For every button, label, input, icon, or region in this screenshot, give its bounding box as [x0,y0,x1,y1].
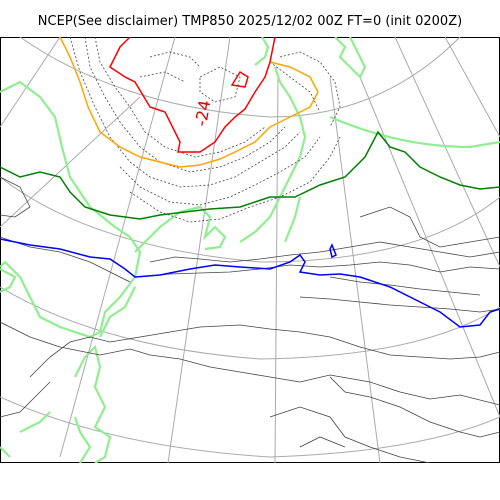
longitude-line [59,37,176,458]
longitude-line [274,76,279,463]
isotherm-minus6 [0,130,500,220]
latitude-line [0,286,500,360]
graticule [0,37,500,463]
longitude-line [394,37,500,268]
longitude-line [0,37,61,128]
longitude-line [444,37,500,138]
weather-map: -24 [0,37,500,463]
longitude-line [329,76,381,463]
isotherms-dotted [69,37,341,223]
isotherm-0 [0,238,500,328]
isotherm-minus24 [109,37,276,153]
isotherm-0-closed [329,243,337,259]
longitude-line [0,96,141,228]
longitude-line [167,37,231,463]
map-border [0,37,500,463]
isotherm-label: -24 [191,99,214,128]
isotherms-thin [0,176,500,463]
latitude-line [0,396,500,458]
longitude-line [359,76,500,418]
isotherm-minus18 [59,37,319,168]
coastline [0,37,500,463]
latitude-line [19,37,461,118]
map-panel: -24 [0,37,500,463]
latitude-line [0,176,500,263]
map-title: NCEP(See disclaimer) TMP850 2025/12/02 0… [37,14,463,29]
isotherm-minus24-closed [230,70,249,88]
